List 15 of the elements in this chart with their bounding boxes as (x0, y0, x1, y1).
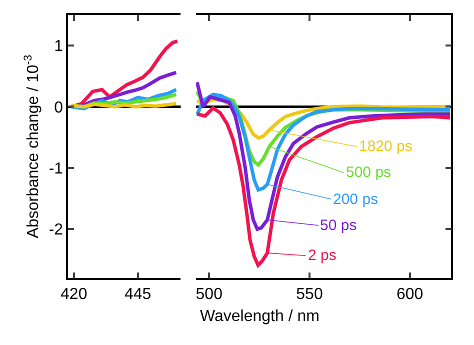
y-tick-label: -1 (48, 160, 64, 178)
text: 1820 ps (359, 138, 412, 155)
legend-label: 200 ps (333, 191, 378, 208)
x-axis-title: Wavelength / nm (200, 308, 320, 325)
x-tick-label: 500 (196, 286, 223, 303)
legend-label: 50 ps (320, 217, 357, 234)
x-tick-label: 445 (124, 286, 152, 303)
legend-label: 2 ps (308, 247, 336, 264)
x-tick-label: 600 (396, 286, 424, 303)
text: 500 ps (346, 164, 392, 181)
y-tick-label: 1 (54, 38, 64, 56)
y-tick-label: -2 (48, 222, 64, 239)
x-tick-label: 420 (60, 286, 88, 303)
y-tick-label: 0 (54, 99, 64, 116)
x-tick-label: 550 (296, 286, 323, 303)
